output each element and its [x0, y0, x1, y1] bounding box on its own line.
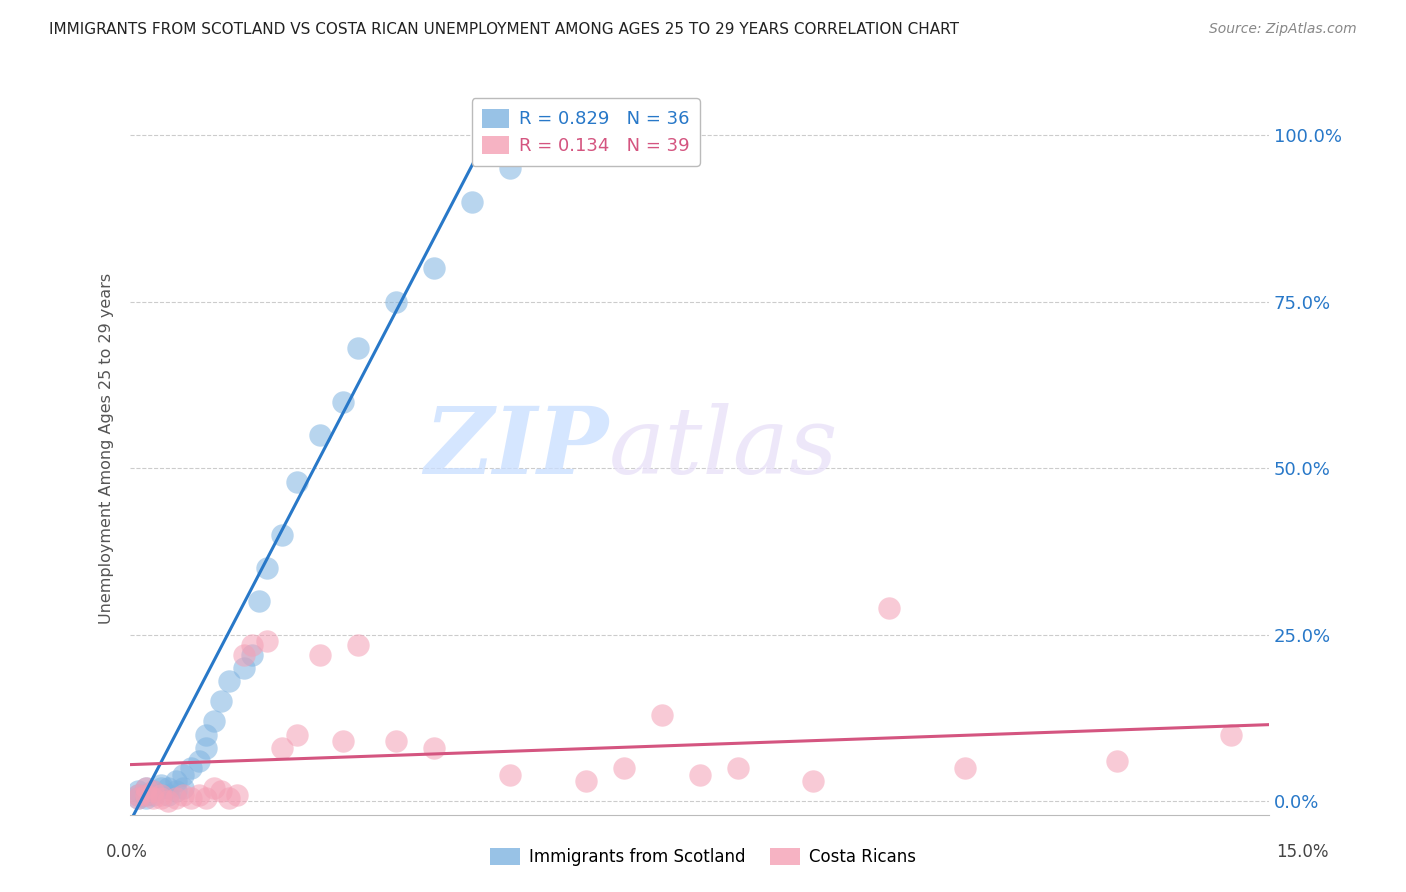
Point [134, 788, 156, 802]
Point [271, 741, 294, 756]
Point [202, 780, 225, 795]
Point [134, 791, 156, 805]
Point [127, 784, 149, 798]
Point [142, 791, 165, 805]
Point [233, 661, 256, 675]
Text: atlas: atlas [609, 403, 838, 493]
Point [127, 788, 149, 802]
Point [423, 261, 446, 276]
Point [347, 638, 370, 652]
Point [195, 728, 218, 742]
Point [195, 741, 218, 756]
Legend: R = 0.829   N = 36, R = 0.134   N = 39: R = 0.829 N = 36, R = 0.134 N = 39 [471, 98, 700, 166]
Point [285, 475, 308, 489]
Point [157, 788, 180, 802]
Text: 15.0%: 15.0% [1277, 843, 1329, 861]
Point [879, 601, 901, 615]
Point [157, 794, 180, 808]
Point [803, 774, 825, 789]
Point [347, 341, 370, 355]
Point [256, 634, 278, 648]
Text: 0.0%: 0.0% [105, 843, 148, 861]
Point [575, 774, 598, 789]
Point [149, 788, 172, 802]
Y-axis label: Unemployment Among Ages 25 to 29 years: Unemployment Among Ages 25 to 29 years [100, 273, 114, 624]
Point [499, 161, 522, 176]
Point [157, 780, 180, 795]
Point [127, 791, 149, 805]
Point [165, 784, 187, 798]
Point [165, 774, 187, 789]
Point [149, 780, 172, 795]
Point [240, 638, 263, 652]
Point [172, 788, 194, 802]
Point [202, 714, 225, 729]
Point [172, 767, 194, 781]
Point [689, 767, 711, 781]
Point [247, 594, 270, 608]
Point [727, 761, 749, 775]
Point [651, 707, 673, 722]
Point [423, 741, 446, 756]
Point [180, 791, 202, 805]
Point [127, 788, 149, 802]
Point [332, 394, 354, 409]
Text: IMMIGRANTS FROM SCOTLAND VS COSTA RICAN UNEMPLOYMENT AMONG AGES 25 TO 29 YEARS C: IMMIGRANTS FROM SCOTLAND VS COSTA RICAN … [49, 22, 959, 37]
Point [233, 648, 256, 662]
Point [134, 780, 156, 795]
Point [309, 648, 332, 662]
Point [461, 194, 484, 209]
Point [218, 674, 240, 689]
Point [149, 791, 172, 805]
Point [955, 761, 977, 775]
Point [613, 761, 636, 775]
Point [1107, 754, 1129, 768]
Point [142, 784, 165, 798]
Point [187, 754, 209, 768]
Point [142, 788, 165, 802]
Point [180, 761, 202, 775]
Point [385, 294, 408, 309]
Point [499, 767, 522, 781]
Point [285, 728, 308, 742]
Text: Source: ZipAtlas.com: Source: ZipAtlas.com [1209, 22, 1357, 37]
Point [385, 734, 408, 748]
Point [218, 791, 240, 805]
Point [332, 734, 354, 748]
Point [240, 648, 263, 662]
Point [256, 561, 278, 575]
Point [172, 780, 194, 795]
Point [127, 791, 149, 805]
Legend: Immigrants from Scotland, Costa Ricans: Immigrants from Scotland, Costa Ricans [482, 840, 924, 875]
Point [1220, 728, 1243, 742]
Point [142, 784, 165, 798]
Point [187, 788, 209, 802]
Point [209, 694, 232, 708]
Point [134, 788, 156, 802]
Point [271, 528, 294, 542]
Point [165, 791, 187, 805]
Point [209, 784, 232, 798]
Point [195, 791, 218, 805]
Text: ZIP: ZIP [425, 403, 609, 493]
Point [225, 788, 247, 802]
Point [134, 780, 156, 795]
Point [309, 428, 332, 442]
Point [149, 778, 172, 792]
